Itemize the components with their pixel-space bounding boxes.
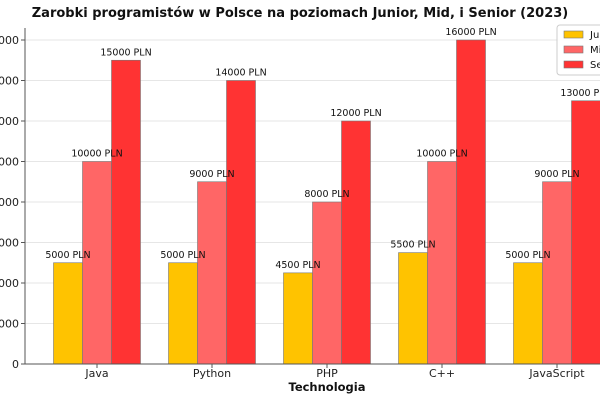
x-tick-label: Python (193, 367, 231, 380)
bar-senior-cpp (456, 39, 486, 365)
y-tick-label: 14000 (0, 75, 19, 88)
legend-label-senior: Senior (590, 60, 600, 71)
bar-senior-python (226, 80, 256, 365)
bar-mid-php (312, 201, 342, 365)
bar-junior-php (283, 272, 313, 365)
y-tick-label: 8000 (0, 196, 19, 209)
data-label: 10000 PLN (416, 149, 467, 160)
data-label: 8000 PLN (304, 189, 349, 200)
x-tick-label: Java (84, 367, 108, 380)
bar-senior-php (341, 120, 371, 365)
data-label: 4500 PLN (275, 260, 320, 271)
data-label: 15000 PLN (100, 47, 151, 58)
data-label: 10000 PLN (71, 149, 122, 160)
legend-swatch-senior (563, 60, 584, 69)
bar-mid-cpp (427, 161, 457, 365)
bar-mid-java (82, 161, 112, 365)
y-tick-label: 12000 (0, 115, 19, 128)
data-label: 5500 PLN (390, 240, 435, 251)
y-tick-label: 0 (12, 358, 19, 371)
legend-swatch-junior (563, 30, 584, 39)
legend-swatch-mid (563, 45, 584, 54)
y-tick-label: 6000 (0, 237, 19, 250)
legend-label-junior: Junior (589, 30, 600, 41)
legend: Junior Mid Senior (556, 24, 600, 76)
bar-junior-javascript (513, 262, 543, 365)
data-label: 16000 PLN (445, 27, 496, 38)
data-label: 9000 PLN (189, 169, 234, 180)
bar-senior-javascript (571, 100, 600, 365)
bar-senior-java (111, 59, 141, 365)
data-label: 5000 PLN (160, 250, 205, 261)
data-label: 5000 PLN (45, 250, 90, 261)
y-tick-label: 16000 (0, 34, 19, 47)
x-tick-label: C++ (429, 367, 455, 380)
x-tick-label: JavaScript (528, 367, 585, 380)
x-tick-label: PHP (316, 367, 338, 380)
chart-title: Zarobki programistów w Polsce na pozioma… (32, 6, 569, 21)
bar-mid-python (197, 181, 227, 365)
data-label: 12000 PLN (330, 108, 381, 119)
y-tick-label: 10000 (0, 156, 19, 169)
bar-junior-python (168, 262, 198, 365)
x-axis-label: Technologia (289, 380, 366, 394)
y-tick-label: 2000 (0, 318, 19, 331)
data-label: 13000 PLN (560, 88, 600, 99)
legend-label-mid: Mid (590, 45, 600, 56)
data-label: 9000 PLN (534, 169, 579, 180)
data-label: 14000 PLN (215, 68, 266, 79)
bar-junior-cpp (398, 252, 428, 365)
bar-junior-java (53, 262, 83, 365)
data-label: 5000 PLN (505, 250, 550, 261)
y-tick-label: 4000 (0, 277, 19, 290)
bar-mid-javascript (542, 181, 572, 365)
